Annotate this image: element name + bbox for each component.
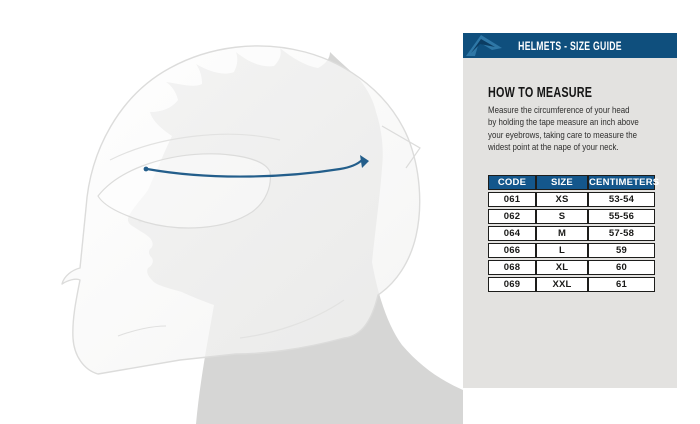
instruction-line: Measure the circumference of your head	[488, 105, 630, 116]
chin-vent	[117, 325, 167, 337]
cell-code: 062	[488, 209, 536, 225]
cell-size: XL	[536, 260, 588, 276]
rear-spoiler	[381, 125, 421, 169]
how-to-measure-heading: HOW TO MEASURE	[488, 84, 593, 101]
instruction-line: by holding the tape measure an inch abov…	[488, 117, 639, 129]
panel-header: HELMETS - SIZE GUIDE	[463, 33, 677, 58]
helmet-visor	[97, 153, 271, 229]
table-row: 061 XS 53-54	[488, 192, 655, 208]
size-table: CODE SIZE CENTIMETERS 061 XS 53-54 062 S…	[488, 173, 660, 294]
table-row: 062 S 55-56	[488, 209, 655, 225]
table-row: 068 XL 60	[488, 260, 655, 276]
col-header-size: SIZE	[536, 175, 588, 191]
panel-title: HELMETS - SIZE GUIDE	[518, 38, 622, 53]
cell-cm: 59	[588, 243, 655, 259]
helmet-shell	[61, 45, 421, 375]
measure-instructions: Measure the circumference of your head b…	[488, 105, 677, 154]
cell-cm: 55-56	[588, 209, 655, 225]
table-row: 066 L 59	[488, 243, 655, 259]
cell-cm: 57-58	[588, 226, 655, 242]
measure-line	[143, 155, 369, 178]
cell-code: 061	[488, 192, 536, 208]
cell-size: M	[536, 226, 588, 242]
instruction-line: your eyebrows, taking care to measure th…	[488, 129, 638, 141]
instruction-line: widest point at the nape of your neck.	[488, 141, 619, 153]
measure-arrowhead	[360, 155, 369, 168]
cell-size: XXL	[536, 277, 588, 293]
cell-cm: 53-54	[588, 192, 655, 208]
panel-content: HOW TO MEASURE Measure the circumference…	[463, 58, 677, 294]
cell-size: L	[536, 243, 588, 259]
table-row: 069 XXL 61	[488, 277, 655, 293]
size-table-header-row: CODE SIZE CENTIMETERS	[488, 175, 660, 191]
table-row: 064 M 57-58	[488, 226, 655, 242]
cell-code: 069	[488, 277, 536, 293]
cell-size: S	[536, 209, 588, 225]
cell-size: XS	[536, 192, 588, 208]
cell-code: 068	[488, 260, 536, 276]
cell-code: 066	[488, 243, 536, 259]
helmet-measure-illustration	[61, 45, 463, 424]
col-header-code: CODE	[488, 175, 536, 191]
cell-cm: 60	[588, 260, 655, 276]
cell-code: 064	[488, 226, 536, 242]
size-guide-panel: HELMETS - SIZE GUIDE HOW TO MEASURE Meas…	[463, 33, 677, 388]
col-header-centimeters: CENTIMETERS	[588, 175, 660, 191]
cell-cm: 61	[588, 277, 655, 293]
acerbis-logo-icon	[466, 35, 502, 56]
